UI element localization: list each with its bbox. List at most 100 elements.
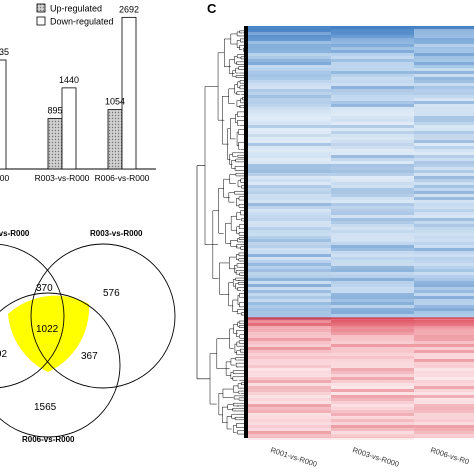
heatmap-cell bbox=[248, 245, 331, 248]
heatmap-cell bbox=[414, 161, 474, 164]
heatmap-cell bbox=[331, 401, 414, 404]
heatmap-cell bbox=[248, 230, 331, 233]
heatmap-cell bbox=[414, 374, 474, 377]
legend-swatch-down bbox=[36, 16, 46, 26]
heatmap-cell bbox=[248, 155, 331, 158]
heatmap-cell bbox=[414, 395, 474, 398]
heatmap-cell bbox=[248, 398, 331, 401]
heatmap-cell bbox=[331, 101, 414, 104]
heatmap-cell bbox=[331, 374, 414, 377]
heatmap-cell bbox=[248, 194, 331, 197]
heatmap-cell bbox=[414, 212, 474, 215]
heatmap-cell bbox=[248, 308, 331, 311]
heatmap-cell bbox=[331, 302, 414, 305]
heatmap-cell bbox=[248, 287, 331, 290]
heatmap-cell bbox=[248, 206, 331, 209]
heatmap-cell bbox=[248, 236, 331, 239]
heatmap-cell bbox=[414, 176, 474, 179]
heatmap-cell bbox=[414, 164, 474, 167]
heatmap-cell bbox=[248, 200, 331, 203]
heatmap-cell bbox=[248, 56, 331, 59]
heatmap-cell bbox=[248, 161, 331, 164]
heatmap-cell bbox=[414, 125, 474, 128]
heatmap-cell bbox=[248, 359, 331, 362]
heatmap-cell bbox=[331, 260, 414, 263]
heatmap-cell bbox=[414, 251, 474, 254]
heatmap-cell bbox=[248, 164, 331, 167]
heatmap-cell bbox=[331, 269, 414, 272]
heatmap-cell bbox=[331, 341, 414, 344]
heatmap-cell bbox=[331, 338, 414, 341]
heatmap-cell bbox=[248, 233, 331, 236]
heatmap-cell bbox=[414, 167, 474, 170]
heatmap-cell bbox=[414, 260, 474, 263]
heatmap-cell bbox=[414, 26, 474, 29]
venn-count-only-b: 576 bbox=[103, 288, 120, 299]
heatmap-cell bbox=[248, 215, 331, 218]
heatmap-cell bbox=[248, 380, 331, 383]
heatmap-cell bbox=[331, 416, 414, 419]
heatmap-cell bbox=[331, 281, 414, 284]
heatmap-cell bbox=[248, 179, 331, 182]
heatmap-cell bbox=[414, 266, 474, 269]
heatmap-cell bbox=[331, 395, 414, 398]
heatmap-cell bbox=[248, 239, 331, 242]
heatmap-cell bbox=[414, 89, 474, 92]
heatmap-cell bbox=[331, 410, 414, 413]
heatmap-cell bbox=[248, 431, 331, 434]
heatmap-cell bbox=[414, 299, 474, 302]
heatmap-cell bbox=[414, 335, 474, 338]
heatmap-cell bbox=[331, 215, 414, 218]
heatmap-cell bbox=[248, 98, 331, 101]
heatmap-cell bbox=[248, 434, 331, 437]
heatmap-cell bbox=[248, 371, 331, 374]
heatmap-cell bbox=[331, 221, 414, 224]
venn-set-label-a: -vs-R000 bbox=[0, 229, 30, 238]
heatmap-cell bbox=[248, 227, 331, 230]
bar-value-label: 895 bbox=[47, 106, 62, 116]
heatmap-cell bbox=[331, 158, 414, 161]
heatmap-cell bbox=[331, 380, 414, 383]
heatmap-cell bbox=[248, 92, 331, 95]
heatmap-cell bbox=[331, 335, 414, 338]
heatmap-cell bbox=[331, 173, 414, 176]
heatmap-cell bbox=[331, 428, 414, 431]
bar-value-label: 1935 bbox=[0, 47, 9, 57]
heatmap-cell bbox=[414, 152, 474, 155]
heatmap-cell bbox=[414, 413, 474, 416]
heatmap-cell bbox=[248, 59, 331, 62]
heatmap-cell bbox=[331, 392, 414, 395]
heatmap-cell bbox=[331, 422, 414, 425]
heatmap-cell bbox=[414, 326, 474, 329]
heatmap-cell bbox=[331, 332, 414, 335]
heatmap-cell bbox=[248, 341, 331, 344]
heatmap-cell bbox=[414, 323, 474, 326]
heatmap-cell bbox=[248, 275, 331, 278]
heatmap-cell bbox=[331, 311, 414, 314]
heatmap-cell bbox=[331, 95, 414, 98]
legend-label-down: Down-regulated bbox=[50, 17, 114, 27]
heatmap-cell bbox=[331, 299, 414, 302]
heatmap-cell bbox=[331, 161, 414, 164]
heatmap-cell bbox=[414, 383, 474, 386]
heatmap-cell bbox=[331, 107, 414, 110]
heatmap-cell bbox=[331, 83, 414, 86]
heatmap-cell bbox=[248, 326, 331, 329]
heatmap-cell bbox=[414, 179, 474, 182]
heatmap-cell bbox=[248, 188, 331, 191]
heatmap-cell bbox=[331, 254, 414, 257]
heatmap-cell bbox=[414, 290, 474, 293]
heatmap-cell bbox=[414, 80, 474, 83]
heatmap-cell bbox=[414, 149, 474, 152]
heatmap-cell bbox=[414, 344, 474, 347]
heatmap-cell bbox=[248, 77, 331, 80]
heatmap-cell bbox=[331, 74, 414, 77]
heatmap-cell bbox=[331, 50, 414, 53]
heatmap-cell bbox=[331, 320, 414, 323]
heatmap-cell bbox=[248, 407, 331, 410]
heatmap-cell bbox=[331, 179, 414, 182]
heatmap-cell bbox=[414, 293, 474, 296]
heatmap-cell bbox=[331, 146, 414, 149]
heatmap-cell bbox=[248, 32, 331, 35]
heatmap-cell bbox=[331, 125, 414, 128]
